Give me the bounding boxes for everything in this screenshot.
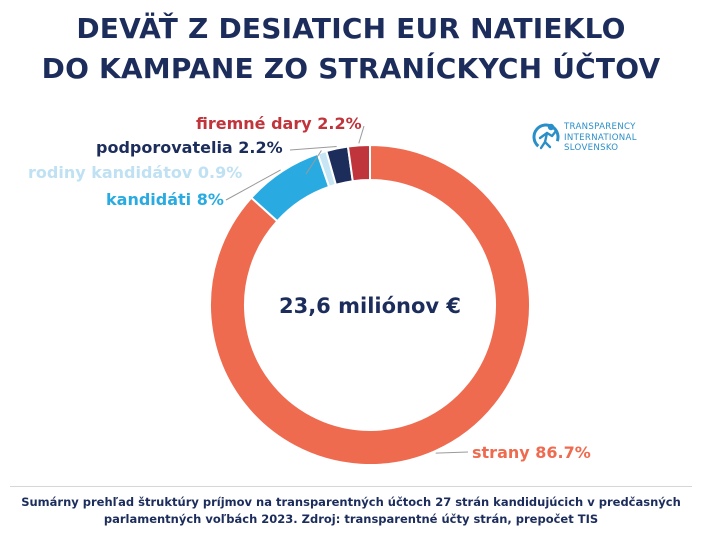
slice-strany	[209, 143, 531, 466]
center-total-label: 23,6 miliónov €	[279, 294, 461, 318]
title-line-2: DO KAMPANE ZO STRANÍCKYCH ÚČTOV	[41, 52, 661, 85]
label-kandidati: kandidáti 8%	[106, 190, 224, 209]
label-podporovatelia: podporovatelia 2.2%	[96, 138, 283, 157]
leader-line-strany	[435, 451, 469, 454]
caption: Sumárny prehľad štruktúry príjmov na tra…	[0, 494, 702, 528]
label-strany: strany 86.7%	[472, 443, 591, 462]
logo-text-line-1: TRANSPARENCY	[564, 122, 636, 132]
slice-firemne-dary	[346, 143, 371, 183]
label-rodiny-kandidatov: rodiny kandidátov 0.9%	[28, 163, 242, 182]
logo-text-line-2: INTERNATIONAL	[564, 132, 637, 143]
divider	[10, 486, 692, 487]
transparency-international-logo: TRANSPARENCY INTERNATIONAL SLOVENSKO	[532, 120, 672, 160]
donut-chart: strany 86.7% kandidáti 8% rodiny kandidáto…	[28, 114, 591, 466]
title-line-1: DEVÄŤ Z DESIATICH EUR NATIEKLO	[76, 12, 626, 45]
transparency-international-icon	[532, 123, 560, 151]
caption-line-2: parlamentných voľbách 2023. Zdroj: trans…	[103, 512, 599, 526]
leader-line-rodiny-kandidatov	[305, 150, 322, 175]
logo-text-line-3: SLOVENSKO	[564, 143, 619, 153]
leader-line-kandidati	[225, 169, 281, 201]
leader-line-podporovatelia	[289, 145, 337, 151]
caption-line-1: Sumárny prehľad štruktúry príjmov na tra…	[21, 495, 681, 509]
label-firemne-dary: firemné dary 2.2%	[196, 114, 362, 133]
leader-line-firemne-dary	[358, 125, 365, 144]
